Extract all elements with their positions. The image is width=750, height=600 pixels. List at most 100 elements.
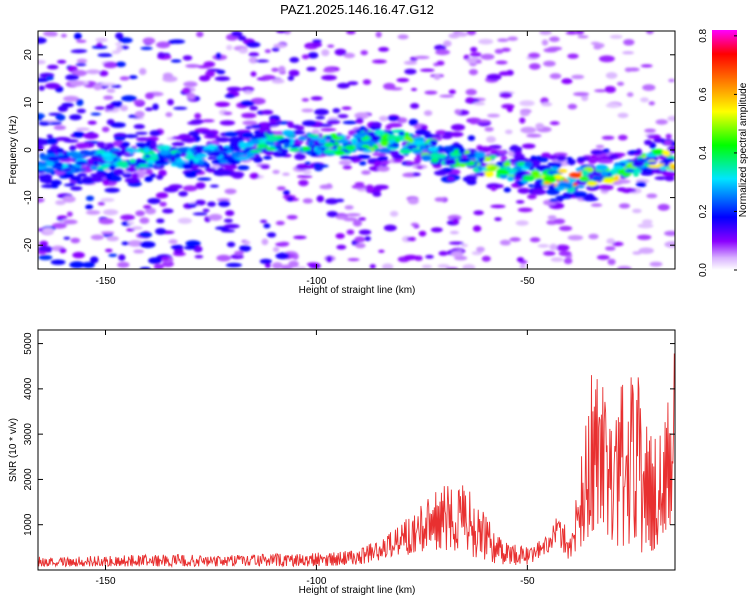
heatmap-cell — [272, 262, 283, 269]
heatmap-cell — [276, 31, 287, 34]
heatmap-cell — [134, 110, 145, 118]
heatmap-cell — [546, 188, 560, 196]
heatmap-cell — [637, 223, 654, 229]
heatmap-cell — [574, 193, 589, 199]
heatmap-cell — [495, 60, 508, 65]
heatmap-cell — [516, 181, 525, 187]
heatmap-cell — [501, 47, 511, 52]
heatmap-cell — [294, 153, 306, 161]
heatmap-cell — [516, 157, 528, 161]
heatmap-cell — [548, 154, 558, 161]
heatmap-cell — [393, 159, 403, 163]
heatmap-cell — [230, 171, 244, 177]
heatmap-cell — [566, 156, 573, 161]
heatmap-cell — [607, 258, 616, 266]
heatmap-cell — [208, 213, 223, 221]
heatmap-cell — [133, 249, 145, 254]
heatmap-cell — [150, 140, 157, 147]
heatmap-cell — [161, 256, 170, 261]
spectrogram-y-label: Frequency (Hz) — [8, 116, 19, 185]
heatmap-cell — [595, 144, 605, 149]
heatmap-ridge-cell — [524, 161, 533, 168]
heatmap-cell — [69, 114, 82, 121]
heatmap-cell — [505, 129, 513, 135]
heatmap-cell — [381, 263, 394, 269]
heatmap-ridge-cell — [403, 132, 410, 137]
heatmap-cell — [336, 244, 347, 250]
heatmap-cell — [644, 128, 656, 133]
heatmap-cell — [663, 140, 673, 146]
heatmap-cell — [293, 235, 307, 240]
heatmap-cell — [250, 124, 262, 129]
heatmap-cell — [50, 179, 62, 186]
heatmap-ridge-cell — [379, 140, 389, 147]
x-tick-label: -150 — [95, 276, 115, 287]
heatmap-cell — [377, 156, 389, 161]
heatmap-cell — [145, 107, 153, 111]
heatmap-cell — [223, 224, 240, 229]
heatmap-cell — [104, 187, 120, 193]
heatmap-cell — [170, 59, 182, 63]
heatmap-cell — [638, 247, 654, 254]
heatmap-cell — [549, 36, 560, 42]
heatmap-cell — [38, 140, 47, 145]
heatmap-cell — [642, 219, 653, 225]
heatmap-ridge-cell — [437, 148, 448, 152]
heatmap-cell — [139, 241, 156, 249]
heatmap-cell — [76, 58, 88, 64]
heatmap-cell — [168, 239, 178, 244]
heatmap-cell — [168, 184, 183, 190]
heatmap-cell — [139, 68, 147, 75]
heatmap-ridge-cell — [453, 149, 460, 153]
heatmap-cell — [131, 172, 139, 180]
heatmap-cell — [306, 262, 320, 267]
colorbar-tick-label: 0.4 — [698, 146, 709, 160]
heatmap-cell — [62, 172, 74, 179]
heatmap-ridge-cell — [256, 145, 266, 150]
heatmap-cell — [182, 55, 193, 61]
heatmap-cell — [55, 114, 66, 121]
heatmap-cell — [155, 192, 169, 199]
heatmap-cell — [114, 136, 126, 141]
heatmap-cell — [387, 122, 403, 128]
heatmap-cell — [378, 47, 390, 52]
heatmap-cell — [241, 131, 254, 139]
heatmap-cell — [360, 50, 368, 56]
heatmap-cell — [469, 117, 478, 125]
heatmap-cell — [223, 131, 239, 137]
heatmap-cell — [443, 40, 452, 47]
heatmap-ridge-cell — [412, 140, 426, 145]
heatmap-cell — [38, 254, 53, 261]
heatmap-cell — [303, 170, 312, 175]
heatmap-cell — [558, 250, 572, 257]
heatmap-cell — [497, 38, 509, 42]
heatmap-ridge-cell — [595, 164, 608, 171]
heatmap-cell — [527, 184, 535, 188]
heatmap-cell — [601, 135, 615, 140]
heatmap-cell — [346, 229, 355, 235]
heatmap-cell — [383, 82, 396, 90]
heatmap-ridge-cell — [338, 138, 350, 144]
heatmap-cell — [62, 195, 76, 203]
heatmap-cell — [46, 76, 54, 81]
heatmap-cell — [131, 226, 143, 230]
heatmap-cell — [264, 49, 271, 53]
heatmap-cell — [646, 193, 658, 199]
heatmap-cell — [69, 80, 85, 87]
heatmap-cell — [266, 122, 280, 127]
heatmap-ridge-cell — [374, 130, 386, 136]
heatmap-cell — [406, 236, 416, 242]
heatmap-ridge-cell — [68, 151, 79, 157]
heatmap-cell — [503, 187, 511, 193]
heatmap-cell — [156, 41, 171, 49]
heatmap-ridge-cell — [96, 149, 106, 154]
heatmap-cell — [124, 134, 139, 139]
heatmap-cell — [563, 257, 573, 265]
heatmap-cell — [549, 73, 562, 80]
heatmap-cell — [466, 31, 477, 36]
heatmap-cell — [478, 38, 494, 45]
heatmap-cell — [414, 55, 430, 60]
heatmap-cell — [519, 117, 526, 124]
heatmap-cell — [187, 121, 202, 125]
heatmap-cell — [364, 236, 371, 242]
